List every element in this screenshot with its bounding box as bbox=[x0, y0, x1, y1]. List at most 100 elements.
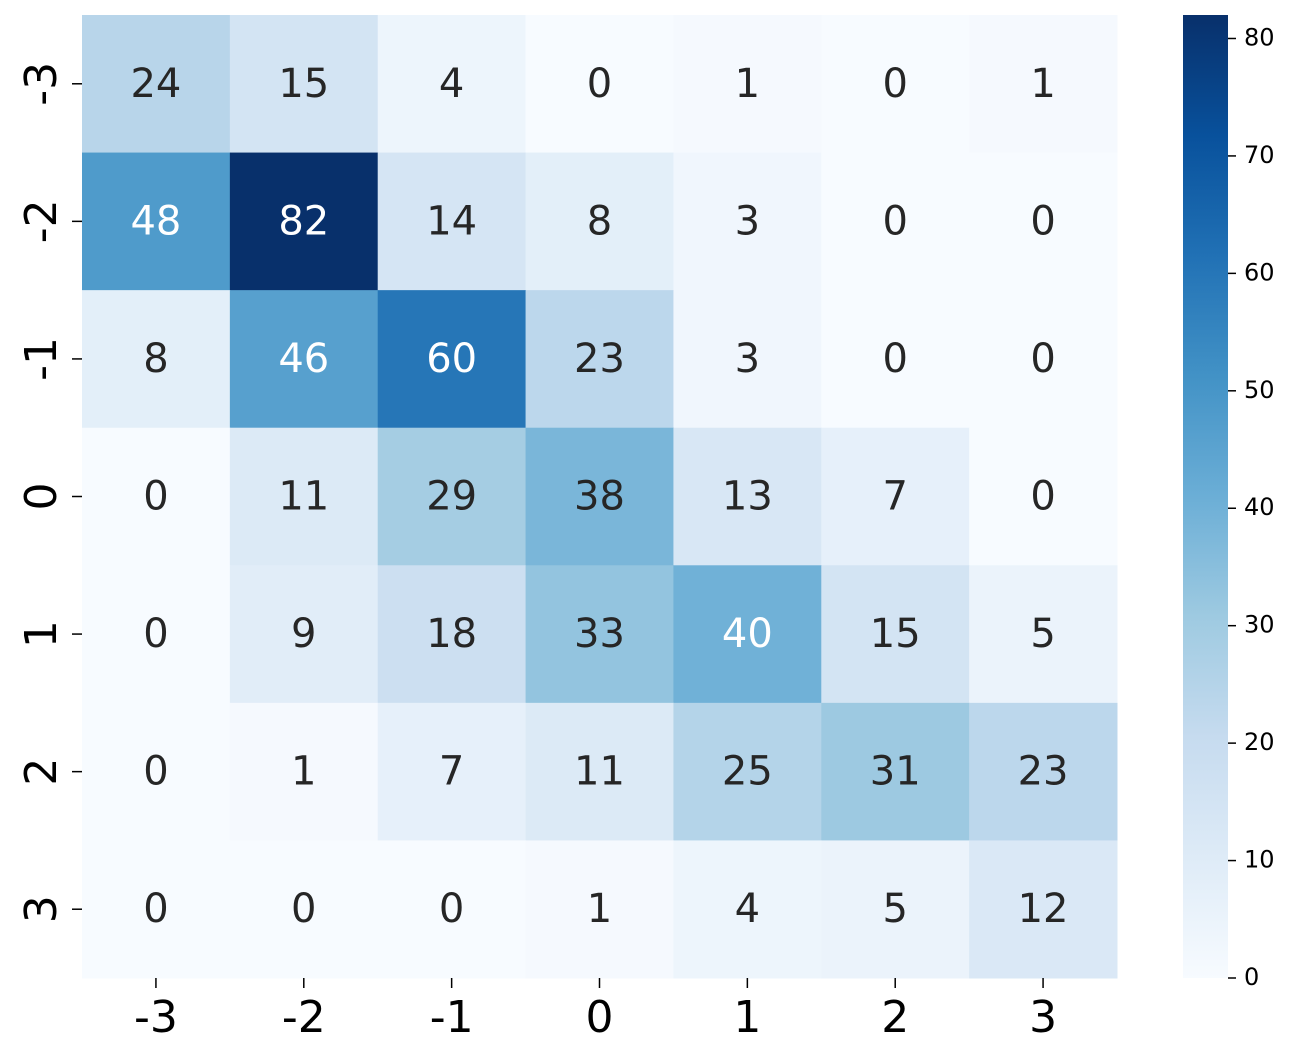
cell-label: 25 bbox=[722, 749, 773, 795]
x-tick-label: 3 bbox=[1029, 992, 1057, 1043]
cell-label: 40 bbox=[722, 611, 773, 657]
heatmap-cell bbox=[673, 152, 822, 291]
heatmap-cell bbox=[82, 15, 231, 154]
cell-label: 8 bbox=[587, 198, 612, 244]
heatmap-cell bbox=[377, 427, 527, 566]
x-tick-label: 1 bbox=[733, 992, 761, 1043]
heatmap-cell bbox=[673, 15, 822, 154]
heatmap-cell bbox=[821, 702, 970, 841]
heatmap-cell bbox=[821, 152, 970, 291]
cell-label: 11 bbox=[278, 474, 329, 520]
cell-label: 1 bbox=[587, 886, 612, 932]
heatmap-cell bbox=[969, 840, 1118, 979]
cell-label: 3 bbox=[735, 336, 760, 382]
cell-label: 31 bbox=[870, 749, 921, 795]
heatmap-cell bbox=[525, 290, 674, 429]
cell-label: 7 bbox=[882, 474, 907, 520]
colorbar-tick-label: 10 bbox=[1244, 846, 1275, 874]
x-tick-label: 0 bbox=[586, 992, 614, 1043]
x-tick-label: -1 bbox=[430, 992, 474, 1043]
colorbar-tick-label: 0 bbox=[1244, 963, 1259, 991]
heatmap-cell bbox=[673, 840, 822, 979]
heatmap-cell bbox=[821, 15, 970, 154]
x-tick-label: 2 bbox=[881, 992, 909, 1043]
heatmap-cell bbox=[229, 15, 379, 154]
heatmap-cell bbox=[969, 702, 1118, 841]
cell-label: 33 bbox=[574, 611, 625, 657]
cell-label: 0 bbox=[439, 886, 464, 932]
heatmap-cell bbox=[969, 152, 1118, 291]
cell-label: 15 bbox=[870, 611, 921, 657]
cell-label: 0 bbox=[143, 886, 168, 932]
heatmap-cell bbox=[673, 565, 822, 704]
cell-label: 3 bbox=[735, 198, 760, 244]
heatmap-cell bbox=[673, 290, 822, 429]
colorbar bbox=[1183, 15, 1228, 978]
heatmap-cell bbox=[229, 702, 379, 841]
heatmap-cell bbox=[525, 840, 674, 979]
cell-label: 0 bbox=[882, 61, 907, 107]
cell-label: 11 bbox=[574, 749, 625, 795]
cell-label: 1 bbox=[735, 61, 760, 107]
colorbar-tick-label: 40 bbox=[1244, 493, 1275, 521]
colorbar-tick-label: 50 bbox=[1244, 376, 1275, 404]
y-tick-label: 3 bbox=[16, 895, 67, 923]
heatmap-cell bbox=[821, 427, 970, 566]
heatmap-cell bbox=[673, 427, 822, 566]
heatmap-cell bbox=[525, 427, 674, 566]
heatmap-cell bbox=[821, 840, 970, 979]
heatmap-cell bbox=[969, 427, 1118, 566]
heatmap-cell bbox=[229, 290, 379, 429]
y-tick-label: 0 bbox=[16, 483, 67, 511]
heatmap-cell bbox=[82, 152, 231, 291]
cell-label: 46 bbox=[278, 336, 329, 382]
heatmap-cell bbox=[82, 565, 231, 704]
heatmap-cell bbox=[377, 290, 527, 429]
cell-label: 5 bbox=[1030, 611, 1055, 657]
heatmap-cell bbox=[229, 152, 379, 291]
cell-label: 0 bbox=[143, 474, 168, 520]
cell-label: 0 bbox=[143, 749, 168, 795]
heatmap-cell bbox=[821, 565, 970, 704]
cell-label: 0 bbox=[1030, 198, 1055, 244]
heatmap-cell bbox=[82, 840, 231, 979]
heatmap-cell bbox=[525, 152, 674, 291]
cell-label: 5 bbox=[882, 886, 907, 932]
y-tick-label: -3 bbox=[16, 62, 67, 106]
heatmap-cell bbox=[229, 565, 379, 704]
colorbar-tick-label: 20 bbox=[1244, 728, 1275, 756]
heatmap-cell bbox=[229, 427, 379, 566]
heatmap-cell bbox=[82, 702, 231, 841]
colorbar-tick-label: 70 bbox=[1244, 141, 1275, 169]
cell-label: 18 bbox=[426, 611, 477, 657]
heatmap-cell bbox=[82, 427, 231, 566]
cell-label: 0 bbox=[882, 336, 907, 382]
cell-label: 1 bbox=[1030, 61, 1055, 107]
cell-label: 0 bbox=[1030, 474, 1055, 520]
heatmap-cell bbox=[229, 840, 379, 979]
cell-label: 48 bbox=[130, 198, 181, 244]
x-tick-label: -2 bbox=[282, 992, 326, 1043]
cell-label: 4 bbox=[735, 886, 760, 932]
heatmap-cell bbox=[525, 15, 674, 154]
heatmap-cell bbox=[377, 840, 527, 979]
cell-label: 23 bbox=[574, 336, 625, 382]
cell-label: 13 bbox=[722, 474, 773, 520]
cell-label: 0 bbox=[587, 61, 612, 107]
heatmap-cell bbox=[377, 702, 527, 841]
colorbar-tick-label: 80 bbox=[1244, 23, 1275, 51]
cell-label: 12 bbox=[1018, 886, 1069, 932]
heatmap-cell bbox=[969, 15, 1118, 154]
heatmap-cell bbox=[673, 702, 822, 841]
cell-label: 60 bbox=[426, 336, 477, 382]
y-tick-label: -1 bbox=[16, 337, 67, 381]
cell-label: 24 bbox=[130, 61, 181, 107]
heatmap-cell bbox=[525, 565, 674, 704]
cell-label: 14 bbox=[426, 198, 477, 244]
heatmap-cell bbox=[377, 152, 527, 291]
heatmap-cell bbox=[821, 290, 970, 429]
heatmap-cell bbox=[82, 290, 231, 429]
colorbar-tick-label: 30 bbox=[1244, 611, 1275, 639]
cell-label: 0 bbox=[1030, 336, 1055, 382]
cell-label: 1 bbox=[291, 749, 316, 795]
